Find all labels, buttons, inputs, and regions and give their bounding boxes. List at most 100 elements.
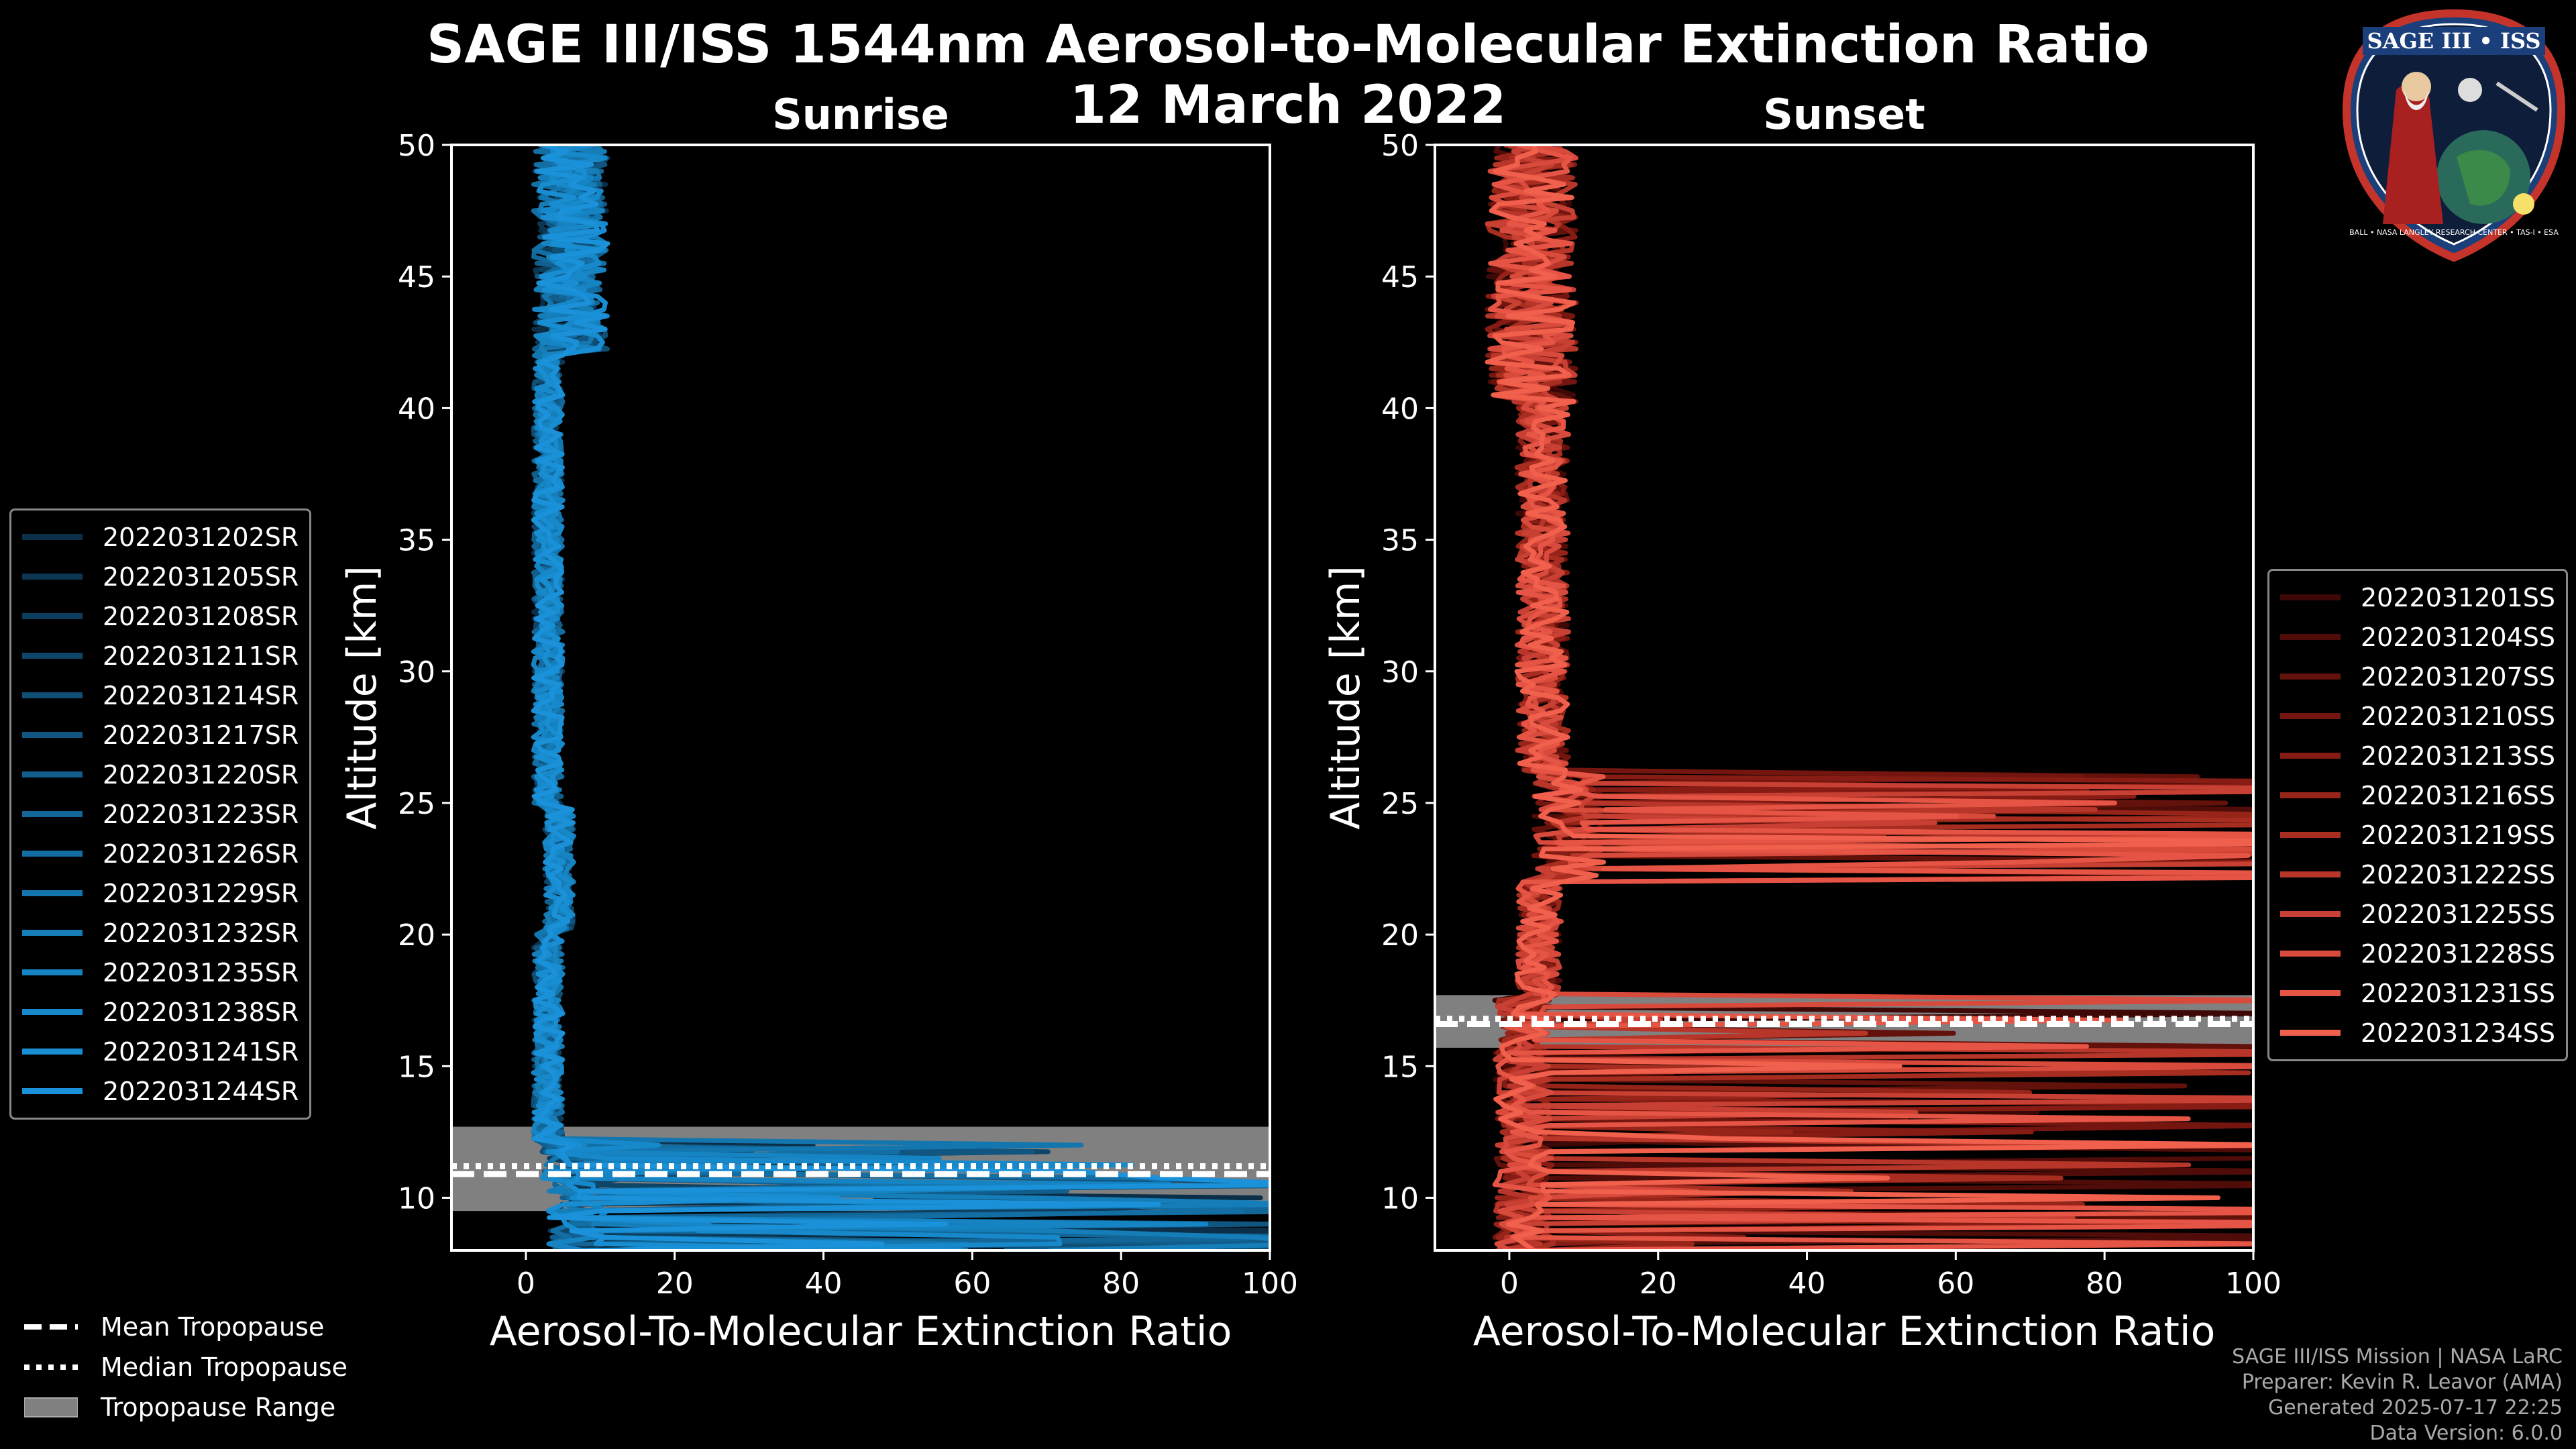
y-tick-label: 50 xyxy=(398,129,435,163)
x-tick-label: 80 xyxy=(2086,1267,2123,1301)
legend-swatch xyxy=(22,1088,83,1094)
credits: SAGE III/ISS Mission | NASA LaRC Prepare… xyxy=(2232,1344,2563,1446)
sage-iii-iss-logo: SAGE III • ISS BALL • NASA LANGLEY RESEA… xyxy=(2343,9,2565,262)
legend-item: 2022031216SS xyxy=(2280,775,2555,815)
x-tick-label: 80 xyxy=(1102,1267,1140,1301)
credit-line: Preparer: Kevin R. Leavor (AMA) xyxy=(2241,1371,2563,1394)
profile-line-2022031234SS xyxy=(1485,145,2253,1250)
sunset-panel: 0 20 40 60 80 100 10 15 20 25 30 35 40 45 50 xyxy=(1381,129,2282,1301)
legend-label: 2022031219SS xyxy=(2361,820,2556,850)
legend-label: 2022031211SR xyxy=(103,641,299,671)
profile-line-2022031208SR xyxy=(531,145,1253,1250)
legend-swatch xyxy=(2280,713,2341,719)
legend-label: 2022031202SR xyxy=(103,522,299,552)
legend-label: 2022031214SR xyxy=(103,680,299,710)
legend-swatch xyxy=(2280,792,2341,798)
y-tick-label: 25 xyxy=(398,787,435,821)
x-tick-label: 60 xyxy=(953,1267,991,1301)
legend-item: 2022031229SR xyxy=(22,873,299,913)
profile-line-2022031214SR xyxy=(531,145,1270,1250)
profile-line-2022031222SS xyxy=(1485,145,2253,1250)
legend-item: 2022031201SS xyxy=(2280,578,2555,617)
legend-label: 2022031231SS xyxy=(2361,978,2556,1008)
tropopause-range-label: Tropopause Range xyxy=(101,1393,336,1422)
legend-item: 2022031232SR xyxy=(22,913,299,953)
x-tick-label: 20 xyxy=(656,1267,694,1301)
sunrise-axes-frame xyxy=(450,144,1271,1252)
x-tick-label: 40 xyxy=(805,1267,843,1301)
legend-item: 2022031225SS xyxy=(2280,894,2555,934)
legend-swatch xyxy=(22,613,83,619)
median-tropopause-label: Median Tropopause xyxy=(101,1352,347,1382)
profile-line-2022031241SR xyxy=(531,145,968,1250)
y-tick-label: 10 xyxy=(1381,1182,1419,1216)
credit-line: SAGE III/ISS Mission | NASA LaRC xyxy=(2232,1345,2563,1368)
legend-tropopause-range: Tropopause Range xyxy=(24,1387,347,1428)
legend-swatch xyxy=(22,574,83,580)
legend-label: 2022031235SR xyxy=(103,957,299,987)
y-tick-label: 30 xyxy=(398,655,435,690)
legend-item: 2022031204SS xyxy=(2280,617,2555,657)
y-tick-label: 20 xyxy=(398,918,435,953)
profile-line-2022031211SR xyxy=(531,145,1146,1250)
y-tick-label: 15 xyxy=(1381,1050,1419,1084)
chart-title: SAGE III/ISS 1544nm Aerosol-to-Molecular… xyxy=(427,15,2149,75)
legend-swatch xyxy=(2280,594,2341,600)
logo-name: SAGE III • ISS xyxy=(2367,28,2541,54)
logo-text: BALL • NASA LANGLEY RESEARCH CENTER • TA… xyxy=(2349,228,2559,237)
y-tick-label: 15 xyxy=(398,1050,435,1084)
profile-line-2022031205SR xyxy=(531,145,1044,1250)
y-tick-label: 10 xyxy=(398,1182,435,1216)
legend-item: 2022031202SR xyxy=(22,517,299,557)
chart-date: 12 March 2022 xyxy=(1069,75,1507,136)
legend-label: 2022031220SR xyxy=(103,759,299,790)
sunset-xlabel: Aerosol-To-Molecular Extinction Ratio xyxy=(1473,1308,2216,1355)
legend-swatch xyxy=(22,534,83,540)
sunrise-ticks: 0 20 40 60 80 100 10 15 20 25 30 35 40 45 50 xyxy=(398,129,1298,1301)
x-tick-label: 100 xyxy=(2225,1267,2282,1301)
legend-label: 2022031208SR xyxy=(103,601,299,631)
profile-line-2022031232SR xyxy=(531,145,1270,1250)
credit-line: Generated 2025-07-17 22:25 xyxy=(2267,1396,2563,1419)
sunset-legend: 2022031201SS 2022031204SS 2022031207SS 2022… xyxy=(2267,569,2569,1061)
legend-swatch xyxy=(2280,951,2341,957)
legend-swatch xyxy=(22,811,83,817)
sunset-profiles xyxy=(1435,145,2253,1250)
legend-item: 2022031244SR xyxy=(22,1071,299,1111)
legend-item: 2022031213SS xyxy=(2280,736,2555,775)
legend-label: 2022031244SR xyxy=(103,1076,299,1106)
x-tick-label: 0 xyxy=(1500,1267,1519,1301)
y-tick-label: 45 xyxy=(398,260,435,294)
x-tick-label: 100 xyxy=(1242,1267,1298,1301)
profile-line-2022031202SR xyxy=(531,145,1270,1250)
legend-swatch xyxy=(22,1049,83,1055)
legend-item: 2022031228SS xyxy=(2280,934,2555,973)
legend-label: 2022031234SS xyxy=(2361,1018,2556,1048)
y-tick-label: 40 xyxy=(1381,392,1419,426)
legend-label: 2022031223SR xyxy=(103,799,299,829)
legend-mean-tropopause: Mean Tropopause xyxy=(24,1307,347,1347)
sunset-ylabel: Altitude [km] xyxy=(1322,566,1369,830)
profile-line-2022031235SR xyxy=(531,145,1209,1250)
legend-label: 2022031238SR xyxy=(103,997,299,1027)
legend-swatch xyxy=(22,653,83,659)
profile-line-2022031226SR xyxy=(531,145,1245,1250)
legend-label: 2022031210SS xyxy=(2361,701,2556,731)
x-tick-label: 20 xyxy=(1640,1267,1677,1301)
x-tick-label: 0 xyxy=(517,1267,535,1301)
sunset-ticks: 0 20 40 60 80 100 10 15 20 25 30 35 40 45 50 xyxy=(1381,129,2282,1301)
y-tick-label: 40 xyxy=(398,392,435,426)
legend-label: 2022031201SS xyxy=(2361,582,2556,612)
profile-line-2022031223SR xyxy=(531,145,1270,1250)
legend-item: 2022031231SS xyxy=(2280,973,2555,1013)
sunrise-legend: 2022031202SR 2022031205SR 2022031208SR 2022… xyxy=(9,508,312,1120)
legend-item: 2022031210SS xyxy=(2280,696,2555,736)
y-tick-label: 45 xyxy=(1381,260,1419,294)
legend-label: 2022031225SS xyxy=(2361,899,2556,929)
legend-item: 2022031234SS xyxy=(2280,1013,2555,1053)
profile-line-2022031229SR xyxy=(531,145,1170,1250)
legend-item: 2022031220SR xyxy=(22,755,299,794)
legend-item: 2022031235SR xyxy=(22,953,299,992)
profile-line-2022031238SR xyxy=(531,145,1135,1250)
